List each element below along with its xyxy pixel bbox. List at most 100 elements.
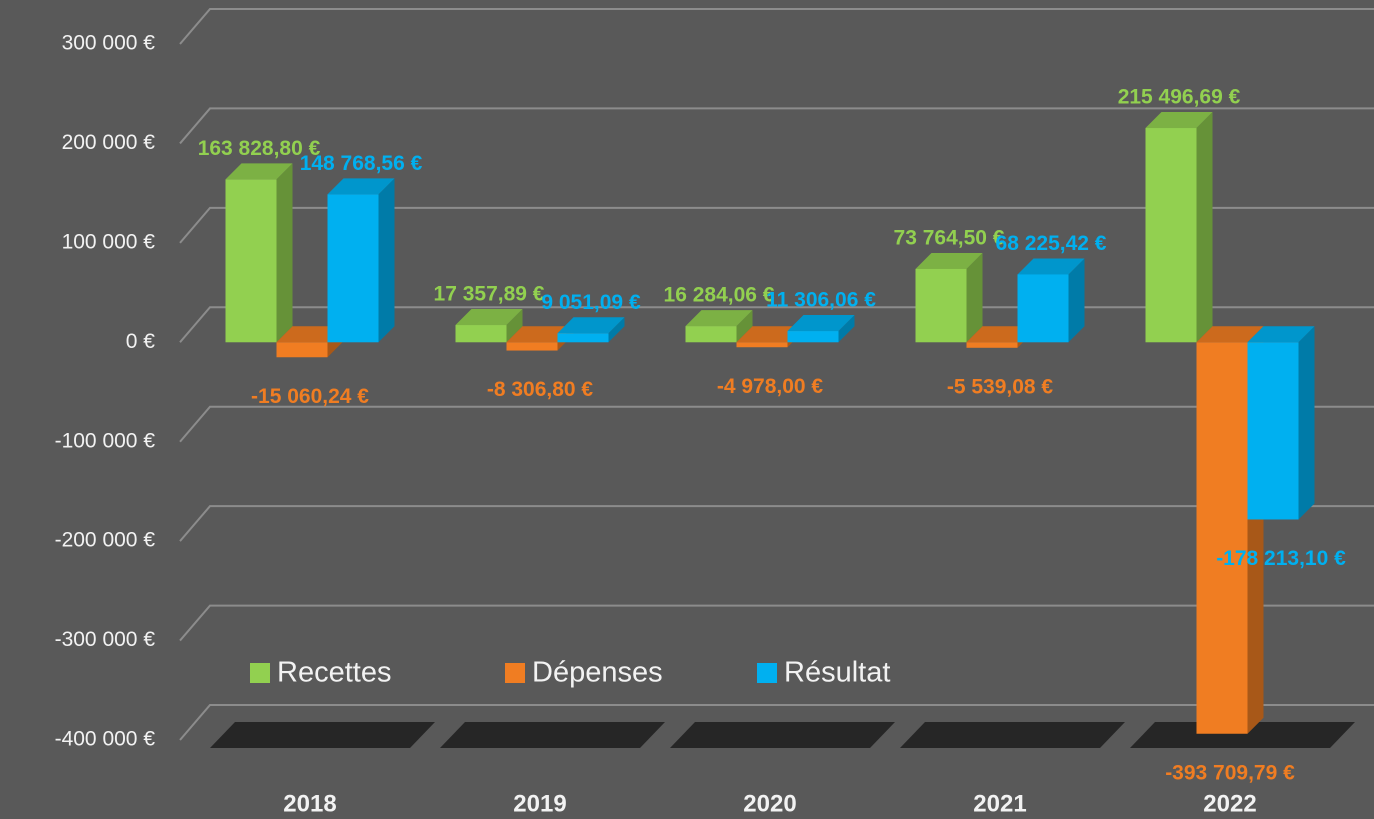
bar bbox=[1017, 258, 1085, 343]
grid-line bbox=[179, 704, 1374, 741]
bar-side bbox=[506, 309, 523, 343]
bar-front bbox=[327, 194, 379, 343]
bar-top bbox=[1247, 326, 1315, 343]
grid-line bbox=[179, 405, 1374, 443]
bar-front bbox=[685, 326, 737, 343]
bar-front bbox=[557, 333, 609, 343]
bar bbox=[327, 178, 395, 343]
x-tick-label: 2018 bbox=[283, 790, 336, 817]
bar-front bbox=[455, 325, 507, 343]
bar bbox=[225, 163, 293, 343]
data-label: -8 306,80 € bbox=[487, 378, 594, 401]
bar-front bbox=[787, 331, 839, 343]
bar bbox=[915, 252, 983, 343]
bar-front bbox=[225, 179, 277, 343]
bar-top bbox=[327, 178, 395, 195]
bar-top bbox=[225, 163, 293, 180]
floor bbox=[670, 722, 895, 748]
bar-top bbox=[455, 309, 523, 326]
data-label: -5 539,08 € bbox=[947, 375, 1054, 398]
data-label: -393 709,79 € bbox=[1165, 761, 1295, 784]
bar-top bbox=[1196, 326, 1264, 343]
bar-front bbox=[1017, 274, 1069, 343]
floor bbox=[900, 722, 1125, 748]
legend-label: Dépenses bbox=[532, 657, 663, 689]
bar bbox=[1145, 112, 1213, 343]
x-tick-label: 2021 bbox=[973, 790, 1026, 817]
grid-line bbox=[179, 8, 1374, 45]
data-label: 148 768,56 € bbox=[300, 152, 423, 175]
y-tick-label: 100 000 € bbox=[62, 230, 156, 253]
x-tick-label: 2019 bbox=[513, 790, 566, 817]
y-tick-label: -400 000 € bbox=[55, 728, 156, 751]
bar-side bbox=[1298, 326, 1315, 520]
bar-top bbox=[1017, 258, 1085, 275]
bar-side bbox=[276, 163, 293, 343]
bar-top bbox=[787, 315, 855, 332]
y-tick-label: 300 000 € bbox=[62, 32, 156, 55]
legend-swatch bbox=[505, 663, 525, 683]
floor bbox=[210, 722, 435, 748]
grid-line bbox=[179, 505, 1374, 542]
floor bbox=[1130, 722, 1355, 748]
data-label: -178 213,10 € bbox=[1216, 547, 1346, 570]
bar bbox=[1196, 326, 1264, 734]
bar-front bbox=[915, 268, 967, 343]
legend-label: Recettes bbox=[277, 657, 391, 689]
data-label: 11 306,06 € bbox=[766, 289, 876, 312]
bar-top bbox=[276, 326, 344, 343]
bar-front bbox=[506, 342, 558, 351]
data-label: 163 828,80 € bbox=[198, 137, 321, 160]
bar-top bbox=[506, 326, 574, 343]
y-tick-label: -100 000 € bbox=[55, 429, 156, 452]
y-tick-label: -300 000 € bbox=[55, 628, 156, 651]
bar-top bbox=[1145, 112, 1213, 129]
bar-side bbox=[838, 315, 855, 343]
grid-line bbox=[179, 306, 1374, 343]
grid-line bbox=[179, 206, 1374, 244]
legend-swatch bbox=[250, 663, 270, 683]
bar bbox=[557, 317, 625, 343]
bar-front bbox=[736, 342, 788, 348]
bar-front bbox=[1247, 342, 1299, 520]
bar-front bbox=[276, 342, 328, 358]
x-tick-label: 2022 bbox=[1203, 790, 1256, 817]
y-tick-label: -200 000 € bbox=[55, 529, 156, 552]
bar-front bbox=[1196, 342, 1248, 734]
bar-side bbox=[1196, 112, 1213, 343]
bar-side bbox=[966, 252, 983, 343]
floor bbox=[440, 722, 665, 748]
data-label: 17 357,89 € bbox=[434, 283, 545, 306]
bar bbox=[787, 315, 855, 343]
legend-label: Résultat bbox=[784, 657, 890, 689]
data-label: -15 060,24 € bbox=[251, 385, 369, 408]
x-tick-label: 2020 bbox=[743, 790, 796, 817]
data-label: 215 496,69 € bbox=[1118, 86, 1241, 109]
data-label: 9 051,09 € bbox=[541, 291, 641, 314]
bar-top bbox=[736, 326, 804, 343]
bar-front bbox=[1145, 128, 1197, 343]
y-tick-label: 200 000 € bbox=[62, 131, 156, 154]
data-label: -4 978,00 € bbox=[717, 375, 824, 398]
bar bbox=[455, 309, 523, 343]
bar-side bbox=[378, 178, 395, 343]
grid-line bbox=[179, 604, 1374, 642]
bar bbox=[685, 310, 753, 343]
bar-top bbox=[557, 317, 625, 334]
bar-side bbox=[608, 317, 625, 343]
data-label: 16 284,06 € bbox=[664, 284, 775, 307]
bar-top bbox=[966, 326, 1034, 343]
bar-top bbox=[685, 310, 753, 327]
bar-side bbox=[1068, 258, 1085, 343]
bar-side bbox=[736, 310, 753, 343]
bar-front bbox=[966, 342, 1018, 348]
legend-swatch bbox=[757, 663, 777, 683]
grid-line bbox=[179, 107, 1374, 145]
y-tick-label: 0 € bbox=[126, 330, 156, 353]
bar-top bbox=[915, 252, 983, 269]
data-label: 73 764,50 € bbox=[894, 226, 1005, 249]
bar bbox=[1247, 326, 1315, 520]
data-label: 68 225,42 € bbox=[996, 232, 1107, 255]
